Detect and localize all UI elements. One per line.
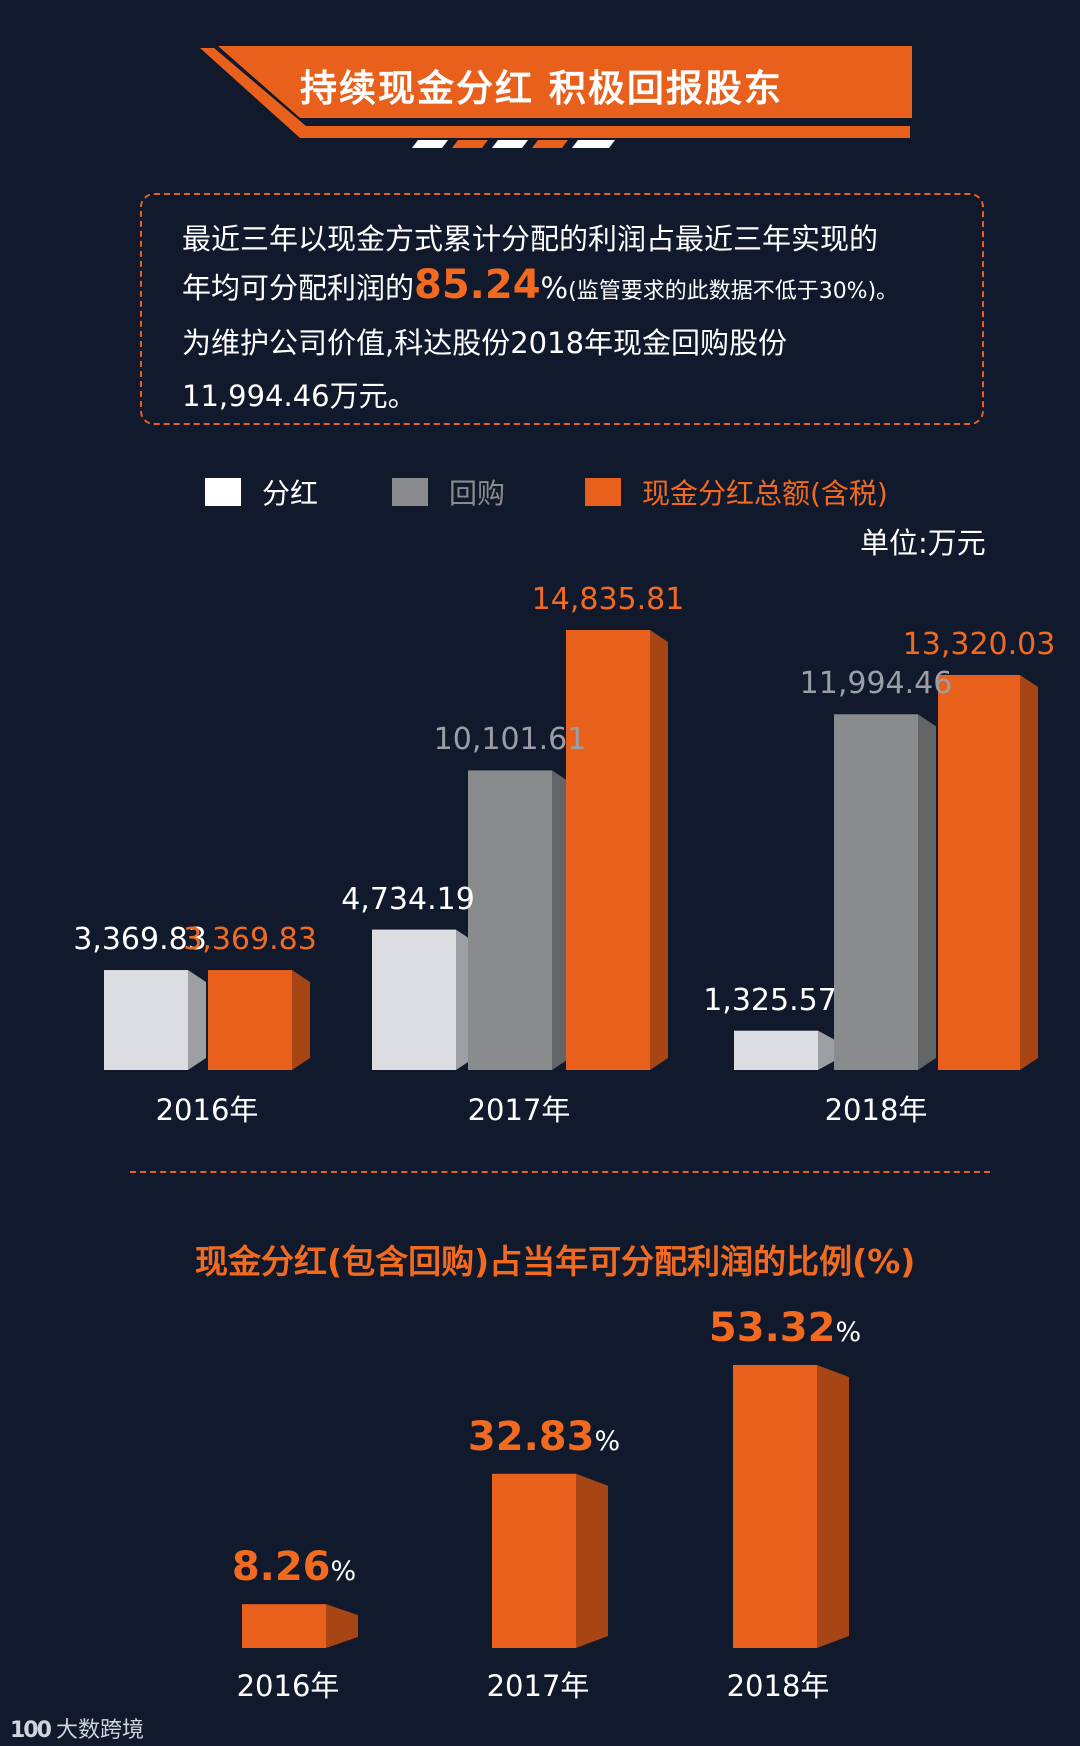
- watermark-text: 大数跨境: [55, 1718, 144, 1743]
- ratio-bar-0: [242, 1604, 358, 1648]
- value-label-dividend-1: 4,734.19: [341, 881, 475, 917]
- ratio-x-tick-label-2: 2018年: [726, 1669, 830, 1703]
- ratio-bar-2: [733, 1365, 849, 1648]
- value-label-total-1: 14,835.81: [531, 582, 685, 617]
- info-line-4: 11,994.46万元。: [182, 379, 417, 413]
- highlight-value: 85.24: [414, 262, 541, 308]
- ratio-x-tick-label-1: 2017年: [486, 1669, 590, 1703]
- x-tick-label-1: 2017年: [467, 1093, 571, 1127]
- bar-buyback-1: [468, 770, 570, 1070]
- value-label-buyback-2: 11,994.46: [799, 666, 953, 702]
- ratio-bar-1: [492, 1473, 608, 1648]
- value-label-total-0: 3,369.83: [183, 922, 317, 958]
- value-label-buyback-1: 10,101.61: [433, 722, 587, 758]
- info-line-3: 为维护公司价值,科达股份2018年现金回购股份: [182, 326, 788, 360]
- banner-stripe-3: [492, 140, 528, 148]
- info-note: (监管要求的此数据不低于30%)。: [568, 279, 899, 304]
- legend-label-dividend: 分红: [262, 477, 319, 510]
- legend-swatch-total: [585, 478, 621, 506]
- banner-outline: [200, 48, 910, 138]
- banner-stripe-5: [572, 140, 615, 148]
- info-line-2: 年均可分配利润的85.24%(监管要求的此数据不低于30%)。: [182, 262, 898, 308]
- page-title: 持续现金分红 积极回报股东: [300, 67, 783, 110]
- x-tick-label-0: 2016年: [155, 1093, 259, 1127]
- info-line-2-prefix: 年均可分配利润的: [182, 271, 415, 305]
- value-label-dividend-0: 3,369.83: [73, 922, 207, 958]
- ratio-x-tick-label-0: 2016年: [236, 1669, 340, 1703]
- banner-stripe-4: [532, 140, 568, 148]
- x-tick-label-2: 2018年: [824, 1093, 928, 1127]
- banner-stripe-1: [412, 140, 448, 148]
- bar-total-2: [938, 674, 1038, 1070]
- legend-label-total: 现金分红总额(含税): [642, 477, 888, 510]
- info-line-1: 最近三年以现金方式累计分配的利润占最近三年实现的: [182, 222, 879, 256]
- watermark: 100 大数跨境: [10, 1712, 144, 1744]
- bar-dividend-2: [734, 1030, 836, 1070]
- ratio-value-label-2: 53.32%: [708, 1305, 862, 1351]
- info-box: [140, 193, 984, 425]
- unit-label: 单位:万元: [860, 526, 986, 560]
- bar-dividend-0: [104, 970, 206, 1070]
- section-divider: [130, 1171, 990, 1173]
- ratio-value-label-1: 32.83%: [467, 1413, 621, 1460]
- bar-chart-amounts: [104, 630, 1038, 1070]
- title-banner: [200, 46, 912, 148]
- legend-swatch-dividend: [205, 478, 241, 506]
- legend-swatch-buyback: [392, 478, 428, 506]
- bar-total-0: [208, 970, 310, 1070]
- bar-buyback-2: [834, 714, 936, 1070]
- legend-label-buyback: 回购: [449, 477, 506, 510]
- value-label-dividend-2: 1,325.57: [703, 982, 837, 1018]
- highlight-percent: %: [540, 271, 569, 305]
- value-label-total-2: 13,320.03: [902, 626, 1056, 662]
- banner-stripe-2: [452, 140, 488, 148]
- logo-icon: 100: [10, 1718, 52, 1743]
- bar-total-1: [566, 630, 668, 1070]
- ratio-value-label-0: 8.26%: [231, 1544, 357, 1591]
- chart2-title: 现金分红(包含回购)占当年可分配利润的比例(%): [195, 1242, 916, 1281]
- banner-fill: [218, 46, 912, 118]
